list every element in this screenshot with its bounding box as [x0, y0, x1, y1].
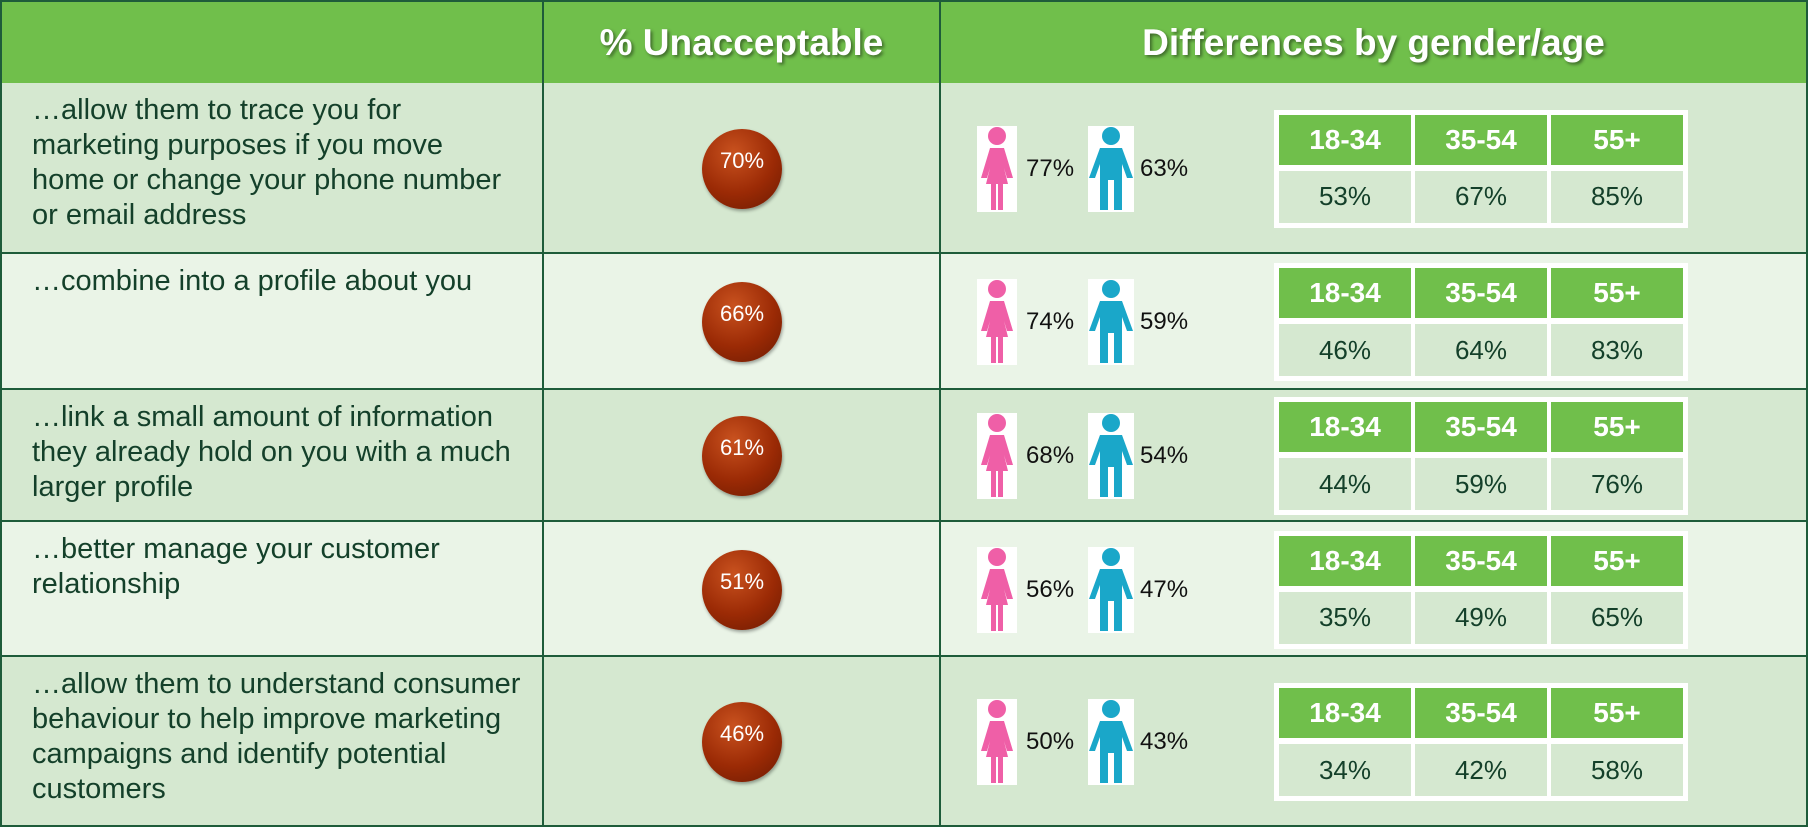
age-header: 55+	[1549, 112, 1685, 167]
male-icon	[1088, 279, 1134, 365]
person-icon	[1088, 699, 1134, 790]
unacceptable-ball: 70%	[702, 128, 782, 209]
female-icon	[977, 546, 1017, 633]
age-header: 18-34	[1277, 533, 1413, 588]
age-header: 55+	[1549, 533, 1685, 588]
age-header: 35-54	[1413, 266, 1549, 320]
age-header: 55+	[1549, 686, 1685, 740]
person-icon	[977, 279, 1017, 370]
age-header: 35-54	[1413, 400, 1549, 454]
row-label: …link a small amount of information they…	[0, 390, 544, 522]
age-header: 55+	[1549, 400, 1685, 454]
row-label: …allow them to understand consumer behav…	[0, 657, 544, 827]
age-value: 58%	[1549, 742, 1685, 798]
male-icon	[1088, 699, 1134, 785]
age-value: 64%	[1413, 322, 1549, 378]
header: % Unacceptable	[542, 0, 941, 85]
age-header: 18-34	[1277, 686, 1413, 740]
female-pct: 68%	[1026, 442, 1075, 469]
age-value: 35%	[1277, 589, 1413, 646]
age-value: 34%	[1277, 742, 1413, 798]
age-header: 35-54	[1413, 533, 1549, 588]
age-value: 67%	[1413, 168, 1549, 225]
person-icon	[1088, 125, 1134, 217]
male-icon	[1088, 125, 1134, 212]
person-icon	[977, 546, 1017, 638]
age-value: 49%	[1413, 589, 1549, 646]
female-pct: 50%	[1026, 728, 1075, 755]
person-icon	[1088, 546, 1134, 638]
age-value: 42%	[1413, 742, 1549, 798]
person-icon	[977, 125, 1017, 217]
person-icon	[977, 699, 1017, 790]
row-label: …allow them to trace you for marketing p…	[0, 83, 544, 254]
age-header: 35-54	[1413, 112, 1549, 167]
age-value: 65%	[1549, 589, 1685, 646]
age-value: 59%	[1413, 456, 1549, 512]
male-pct: 47%	[1140, 575, 1189, 603]
male-icon	[1088, 546, 1134, 633]
female-pct: 77%	[1026, 154, 1075, 182]
person-icon	[977, 413, 1017, 504]
female-icon	[977, 125, 1017, 212]
unacceptable-ball: 66%	[702, 282, 782, 362]
age-header: 55+	[1549, 266, 1685, 320]
male-pct: 54%	[1140, 442, 1189, 469]
unacceptable-ball: 46%	[702, 702, 782, 782]
age-value: 46%	[1277, 322, 1413, 378]
row-label: …combine into a profile about you	[0, 254, 544, 390]
age-header: 18-34	[1277, 112, 1413, 167]
unacceptable-ball: 61%	[702, 416, 782, 496]
person-icon	[1088, 413, 1134, 504]
header-blank	[0, 0, 544, 85]
female-icon	[977, 279, 1017, 365]
male-pct: 43%	[1140, 728, 1189, 755]
age-value: 76%	[1549, 456, 1685, 512]
female-icon	[977, 699, 1017, 785]
age-header: 18-34	[1277, 266, 1413, 320]
age-value: 53%	[1277, 168, 1413, 225]
age-value: 83%	[1549, 322, 1685, 378]
male-pct: 59%	[1140, 308, 1189, 335]
row-label: …better manage your customer relationshi…	[0, 522, 544, 657]
male-icon	[1088, 413, 1134, 499]
age-header: 18-34	[1277, 400, 1413, 454]
header: Differences by gender/age	[939, 0, 1808, 85]
female-icon	[977, 413, 1017, 499]
unacceptable-ball: 51%	[702, 549, 782, 630]
female-pct: 74%	[1026, 308, 1075, 335]
female-pct: 56%	[1026, 575, 1075, 603]
male-pct: 63%	[1140, 154, 1189, 182]
age-value: 85%	[1549, 168, 1685, 225]
person-icon	[1088, 279, 1134, 370]
age-value: 44%	[1277, 456, 1413, 512]
age-header: 35-54	[1413, 686, 1549, 740]
